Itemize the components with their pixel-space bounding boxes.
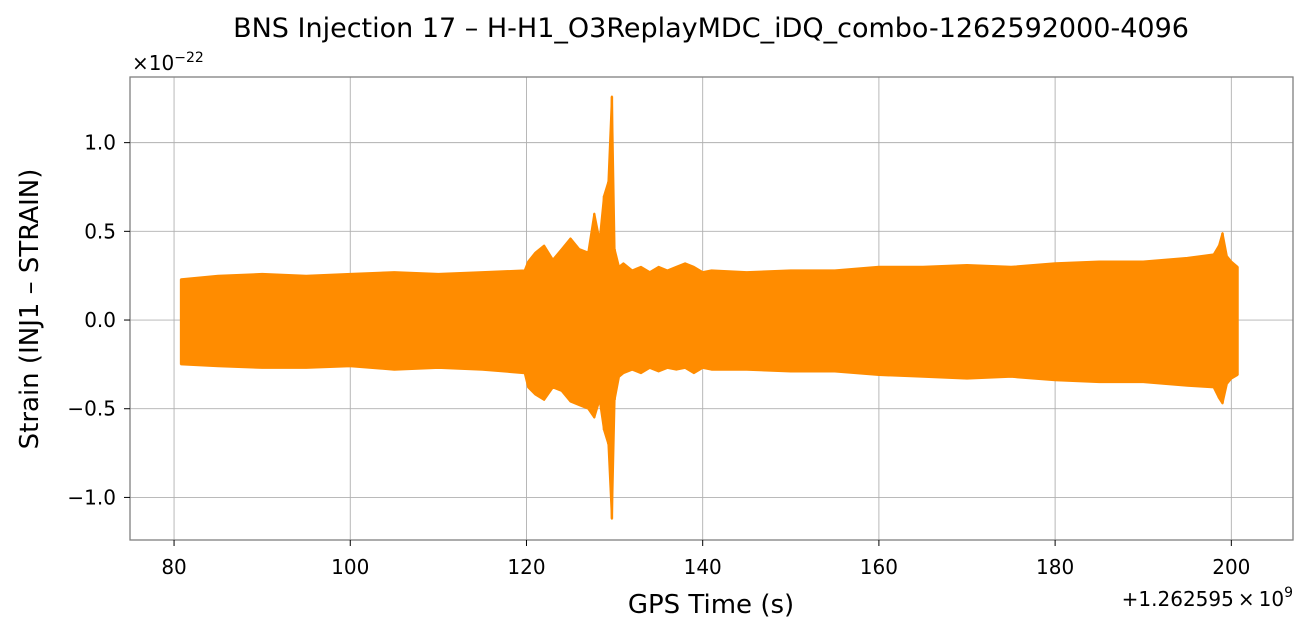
y-tick-label: 0.0 [84,308,116,332]
x-offset-label: +1.262595 × 109 [1122,585,1293,611]
series-layer [179,95,1239,520]
x-tick-label: 120 [507,555,545,579]
x-tick-label: 80 [161,555,186,579]
y-scale-label: ×10−22 [132,50,204,75]
plot-frame [129,76,1294,541]
y-tick-label: −1.0 [67,485,116,509]
chart-title: BNS Injection 17 – H-H1_O3ReplayMDC_iDQ_… [233,13,1189,44]
y-axis-ticks: −1.0 −0.5 0.0 0.5 1.0 [67,131,130,509]
x-tick-label: 100 [331,555,369,579]
x-tick-label: 200 [1212,555,1250,579]
y-tick-label: −0.5 [67,397,116,421]
strain-series-line [179,96,1239,519]
x-axis-label: GPS Time (s) [628,590,794,620]
x-tick-label: 160 [860,555,898,579]
x-axis-ticks: 80 100 120 140 160 180 200 [161,540,1250,579]
y-axis-label: Strain (INJ1 – STRAIN) [15,169,45,450]
y-tick-label: 1.0 [84,131,116,155]
x-tick-label: 180 [1036,555,1074,579]
y-tick-label: 0.5 [84,219,116,243]
x-tick-label: 140 [684,555,722,579]
